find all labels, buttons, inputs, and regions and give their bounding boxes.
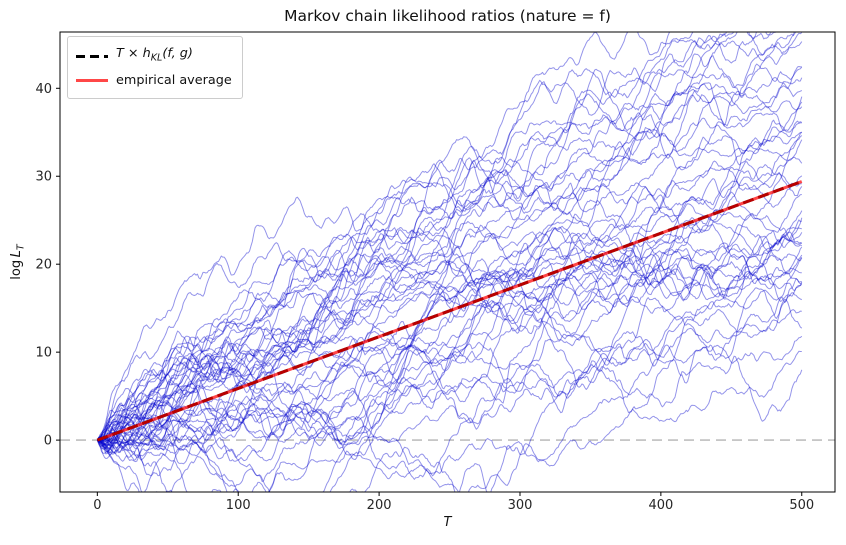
trajectory-line <box>97 96 803 454</box>
y-tick-label: 30 <box>35 170 52 185</box>
x-tick-label: 400 <box>648 498 673 513</box>
legend-item-kl-line: T × hKL(f, g) <box>76 43 232 70</box>
red-line-swatch <box>76 79 108 83</box>
trajectory-line <box>96 131 803 443</box>
trajectory-line <box>97 233 803 492</box>
x-tick-label: 500 <box>789 498 814 513</box>
empirical-average-line <box>96 180 803 442</box>
trajectory-line <box>96 247 803 456</box>
trajectory-line <box>96 32 797 444</box>
trajectory-line <box>96 135 803 458</box>
trajectory-line <box>97 255 803 442</box>
trajectory-line <box>96 32 758 459</box>
trajectory-line <box>96 267 802 441</box>
trajectory-line <box>96 167 803 441</box>
legend-label-average: empirical average <box>116 72 232 88</box>
y-tick-label: 20 <box>35 258 52 273</box>
trajectory-line <box>97 350 802 492</box>
trajectory-line <box>97 335 803 492</box>
trajectories-group <box>96 32 803 492</box>
trajectory-line <box>96 119 802 447</box>
trajectory-line <box>97 101 803 452</box>
x-tick-label: 200 <box>367 498 392 513</box>
trajectory-line <box>97 219 802 450</box>
legend-kl-sub: KL <box>150 52 163 64</box>
trajectory-line <box>96 209 802 449</box>
trajectory-line <box>97 32 803 451</box>
trajectory-line <box>96 251 803 444</box>
legend-item-empirical-average: empirical average <box>76 70 232 92</box>
trajectory-line <box>97 32 777 441</box>
trajectory-line <box>97 32 694 441</box>
trajectory-line <box>97 224 802 463</box>
legend: T × hKL(f, g) empirical average <box>67 36 243 99</box>
trajectory-line <box>97 309 802 446</box>
y-tick-label: 40 <box>35 82 52 97</box>
trajectory-line <box>96 32 671 443</box>
trajectory-line <box>96 251 803 465</box>
trajectory-line <box>97 77 803 455</box>
trajectory-line <box>96 139 803 441</box>
trajectory-line <box>96 222 803 477</box>
axes-spines <box>59 31 836 493</box>
trajectory-line <box>97 235 803 451</box>
trajectory-line <box>97 355 803 492</box>
x-tick-label: 0 <box>93 498 101 513</box>
trajectory-line <box>96 66 802 445</box>
trajectory-line <box>97 221 802 454</box>
trajectory-line <box>96 194 802 445</box>
chart-title: Markov chain likelihood ratios (nature =… <box>284 7 611 25</box>
trajectory-line <box>96 287 803 492</box>
trajectory-line <box>97 161 803 444</box>
trajectory-line <box>97 256 803 454</box>
x-tick-label: 300 <box>508 498 533 513</box>
trajectory-line <box>96 131 802 492</box>
trajectory-line <box>96 217 803 441</box>
y-tick-label: 0 <box>44 434 52 449</box>
legend-label-kl: T × hKL(f, g) <box>116 43 193 70</box>
x-tick-label: 100 <box>226 498 251 513</box>
dashed-black-line-swatch <box>76 54 108 58</box>
legend-kl-post: (f, g) <box>162 46 193 61</box>
trajectory-line <box>96 226 802 446</box>
trajectory-line <box>96 144 803 443</box>
y-tick-label: 10 <box>35 346 52 361</box>
trajectory-line <box>96 32 795 450</box>
trajectory-line <box>96 278 803 483</box>
trajectory-line <box>97 77 803 441</box>
trajectory-line <box>97 83 803 461</box>
trajectory-line <box>96 114 803 443</box>
trajectory-line <box>96 32 772 450</box>
x-axis-label: T <box>443 515 452 530</box>
trajectory-line <box>96 164 802 442</box>
trajectory-line <box>96 189 803 441</box>
legend-kl-pre: T × h <box>116 46 151 61</box>
trajectory-line <box>97 63 803 441</box>
trajectory-line <box>96 40 803 447</box>
trajectory-line <box>96 292 802 448</box>
